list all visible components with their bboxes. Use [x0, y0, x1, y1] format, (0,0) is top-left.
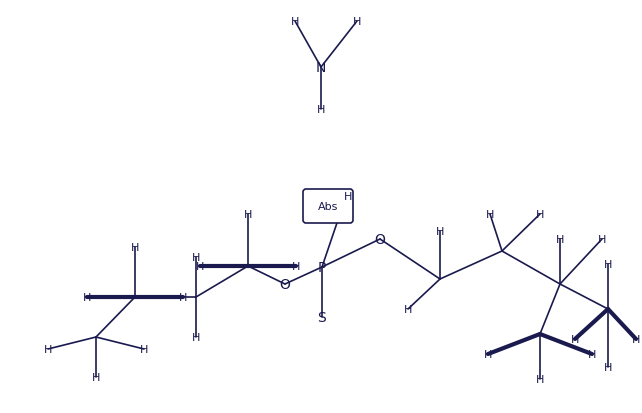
Text: H: H [484, 349, 492, 359]
Text: H: H [131, 242, 139, 252]
Text: H: H [44, 344, 52, 354]
Text: H: H [344, 192, 352, 202]
Text: H: H [571, 334, 579, 344]
Text: H: H [632, 334, 640, 344]
Text: H: H [404, 304, 412, 314]
Text: O: O [279, 277, 290, 291]
Text: H: H [536, 209, 544, 219]
Text: H: H [598, 235, 606, 244]
Text: H: H [604, 362, 612, 372]
Text: H: H [292, 261, 300, 271]
Text: N: N [316, 61, 326, 75]
Text: H: H [140, 344, 148, 354]
Text: S: S [318, 310, 326, 324]
Text: H: H [556, 235, 564, 244]
Text: H: H [192, 252, 200, 262]
Text: P: P [318, 260, 326, 274]
Text: H: H [291, 17, 299, 27]
Text: H: H [536, 374, 544, 384]
Text: H: H [83, 292, 91, 302]
Text: H: H [486, 209, 494, 219]
Text: H: H [92, 372, 100, 382]
Text: H: H [244, 209, 252, 219]
Text: H: H [588, 349, 596, 359]
Text: H: H [196, 261, 204, 271]
Text: H: H [317, 105, 325, 115]
Text: H: H [192, 332, 200, 342]
Text: O: O [374, 233, 385, 247]
FancyBboxPatch shape [303, 190, 353, 223]
Text: H: H [179, 292, 187, 302]
Text: Abs: Abs [318, 202, 338, 211]
Text: H: H [436, 226, 444, 236]
Text: H: H [353, 17, 361, 27]
Text: H: H [604, 259, 612, 269]
